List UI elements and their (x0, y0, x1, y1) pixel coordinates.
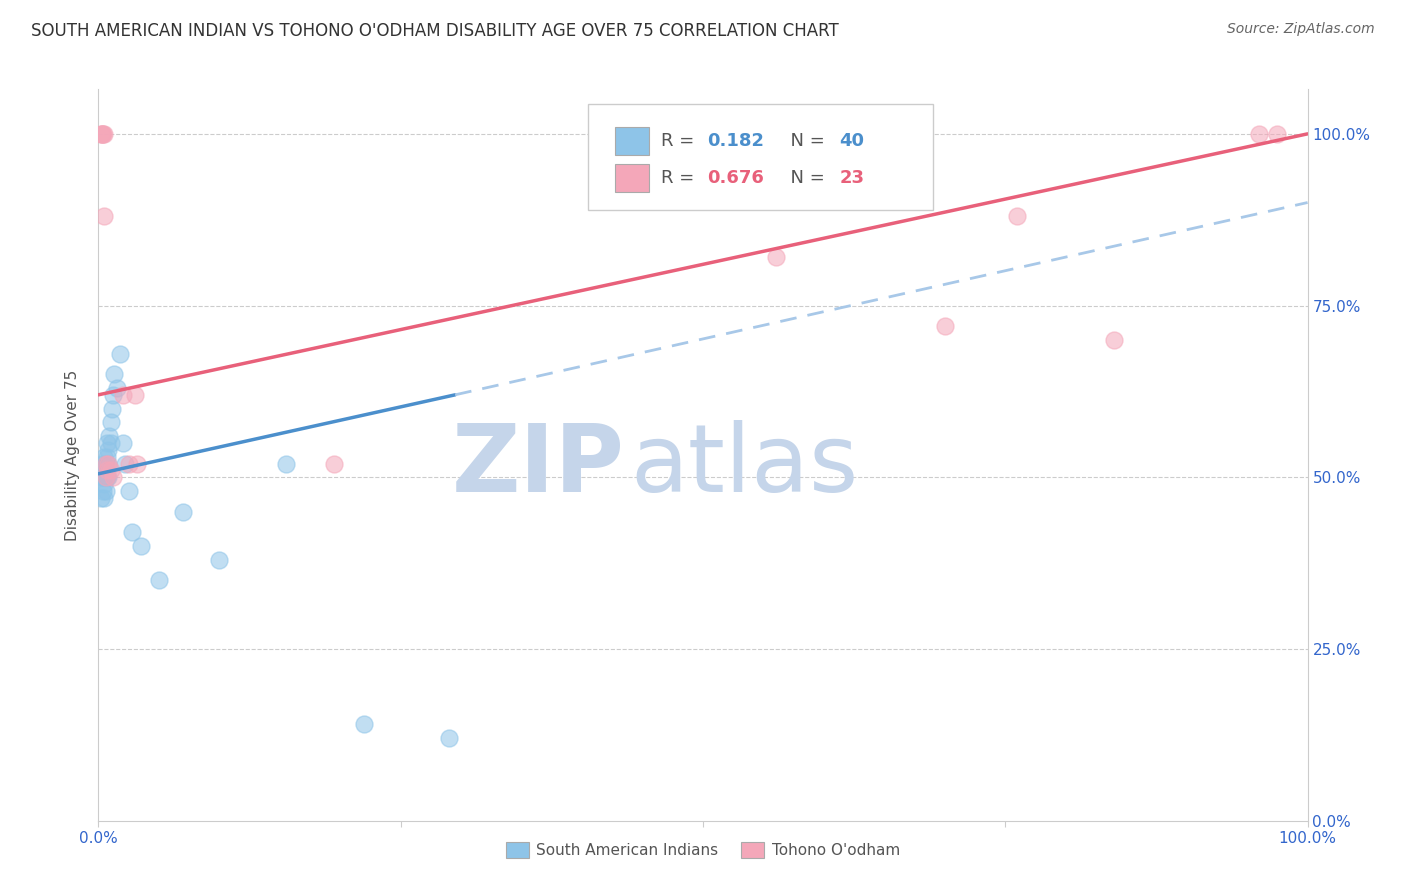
Point (93, 127, 115, 141)
Point (98, 429, 121, 443)
Point (97, 442, 120, 457)
Point (96, 470, 118, 484)
Point (97, 457, 120, 471)
Point (118, 483, 141, 498)
Point (129, 539, 152, 553)
Point (111, 436, 134, 450)
Text: N =: N = (779, 169, 831, 186)
Point (1102, 333, 1125, 347)
FancyBboxPatch shape (588, 103, 932, 210)
Point (94, 457, 117, 471)
Point (93, 477, 115, 491)
Legend: South American Indians, Tohono O'odham: South American Indians, Tohono O'odham (499, 836, 907, 864)
Point (934, 319, 956, 334)
Text: 0.676: 0.676 (707, 169, 763, 186)
Point (93, 470, 115, 484)
Point (101, 470, 124, 484)
Point (91, 127, 114, 141)
Point (100, 401, 122, 416)
Point (208, 552, 231, 566)
Point (127, 457, 149, 471)
Point (93, 463, 115, 477)
Point (100, 415, 122, 429)
Point (274, 457, 297, 471)
Point (91, 457, 114, 471)
Text: R =: R = (661, 169, 700, 186)
Point (91, 127, 114, 141)
Point (100, 436, 122, 450)
Point (148, 574, 170, 588)
Point (108, 346, 131, 360)
Point (323, 457, 346, 471)
Point (103, 368, 125, 382)
Point (91, 483, 114, 498)
Y-axis label: Disability Age Over 75: Disability Age Over 75 (65, 369, 80, 541)
Point (91, 470, 114, 484)
Point (1249, 127, 1271, 141)
Point (94, 470, 117, 484)
Point (97, 470, 120, 484)
Point (101, 388, 124, 402)
Point (437, 731, 460, 746)
Point (91, 463, 114, 477)
Text: 23: 23 (839, 169, 865, 186)
Point (100, 463, 122, 477)
Point (90, 127, 112, 141)
Text: ZIP: ZIP (451, 420, 624, 512)
Point (96, 436, 118, 450)
Point (353, 717, 375, 731)
FancyBboxPatch shape (614, 164, 648, 192)
Text: 0.182: 0.182 (707, 132, 763, 150)
Point (124, 388, 146, 402)
Point (94, 463, 117, 477)
FancyBboxPatch shape (614, 128, 648, 155)
Text: atlas: atlas (630, 420, 859, 512)
Point (96, 450, 118, 464)
Text: N =: N = (779, 132, 831, 150)
Point (172, 505, 194, 519)
Point (90, 491, 112, 505)
Text: SOUTH AMERICAN INDIAN VS TOHONO O'ODHAM DISABILITY AGE OVER 75 CORRELATION CHART: SOUTH AMERICAN INDIAN VS TOHONO O'ODHAM … (31, 22, 839, 40)
Point (765, 251, 787, 265)
Text: 40: 40 (839, 132, 865, 150)
Point (97, 457, 120, 471)
Point (93, 209, 115, 223)
Point (111, 388, 134, 402)
Point (121, 525, 143, 540)
Point (91, 127, 114, 141)
Point (94, 457, 117, 471)
Point (91, 470, 114, 484)
Point (93, 450, 115, 464)
Point (114, 457, 136, 471)
Text: Source: ZipAtlas.com: Source: ZipAtlas.com (1227, 22, 1375, 37)
Point (94, 483, 117, 498)
Point (94, 470, 117, 484)
Point (105, 381, 128, 395)
Point (1007, 209, 1029, 223)
Point (93, 491, 115, 505)
Point (96, 463, 118, 477)
Point (118, 457, 141, 471)
Text: R =: R = (661, 132, 700, 150)
Point (1267, 127, 1289, 141)
